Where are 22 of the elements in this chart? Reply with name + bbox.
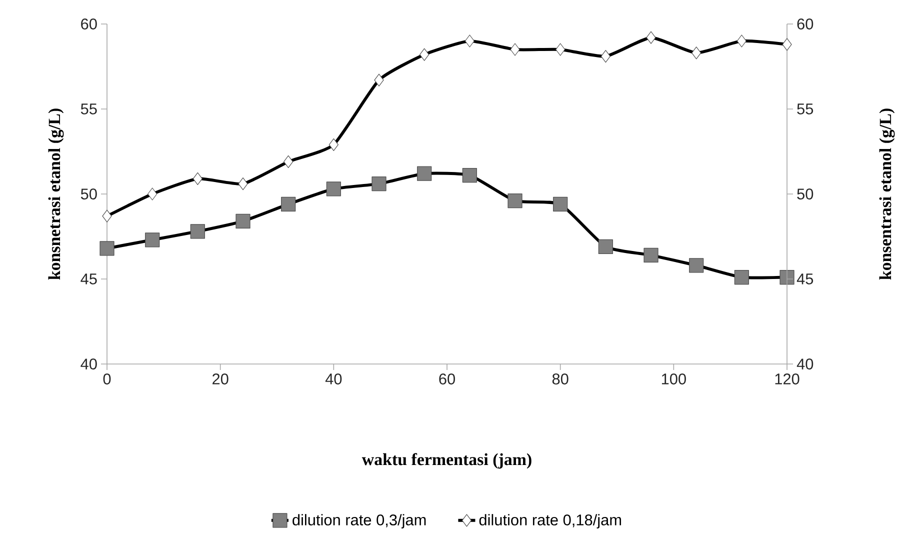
- y2-tick-label: 40: [796, 358, 814, 370]
- y2-tick-label: 45: [796, 274, 814, 284]
- x-tick-label: 120: [775, 374, 800, 384]
- x-tick-label: 40: [325, 374, 342, 384]
- y-axis-title: konsnetrasi etanol (g/L): [48, 108, 64, 280]
- y2-tick-label: 50: [797, 188, 814, 200]
- y2-axis-title: konsentrasi etanol (g/L): [879, 108, 895, 280]
- legend-label: dilution rate 0,18/jam: [479, 514, 622, 528]
- legend-label: dilution rate 0,3/jam: [292, 514, 426, 528]
- y2-tick-label: 60: [797, 18, 814, 30]
- x-tick-label: 80: [552, 374, 568, 384]
- y2-tick-label: 55: [797, 104, 814, 114]
- x-axis-title: waktu fermentasi (jam): [362, 453, 532, 469]
- y-tick-label: 45: [80, 274, 97, 284]
- x-tick-label: 20: [212, 374, 228, 384]
- x-tick-label: 60: [439, 374, 455, 384]
- y-tick-label: 40: [80, 358, 97, 370]
- x-tick-label: 0: [103, 374, 111, 384]
- y-tick-label: 60: [81, 18, 97, 30]
- y-tick-label: 50: [80, 188, 97, 200]
- x-tick-label: 100: [662, 374, 686, 384]
- y-tick-label: 55: [80, 104, 97, 114]
